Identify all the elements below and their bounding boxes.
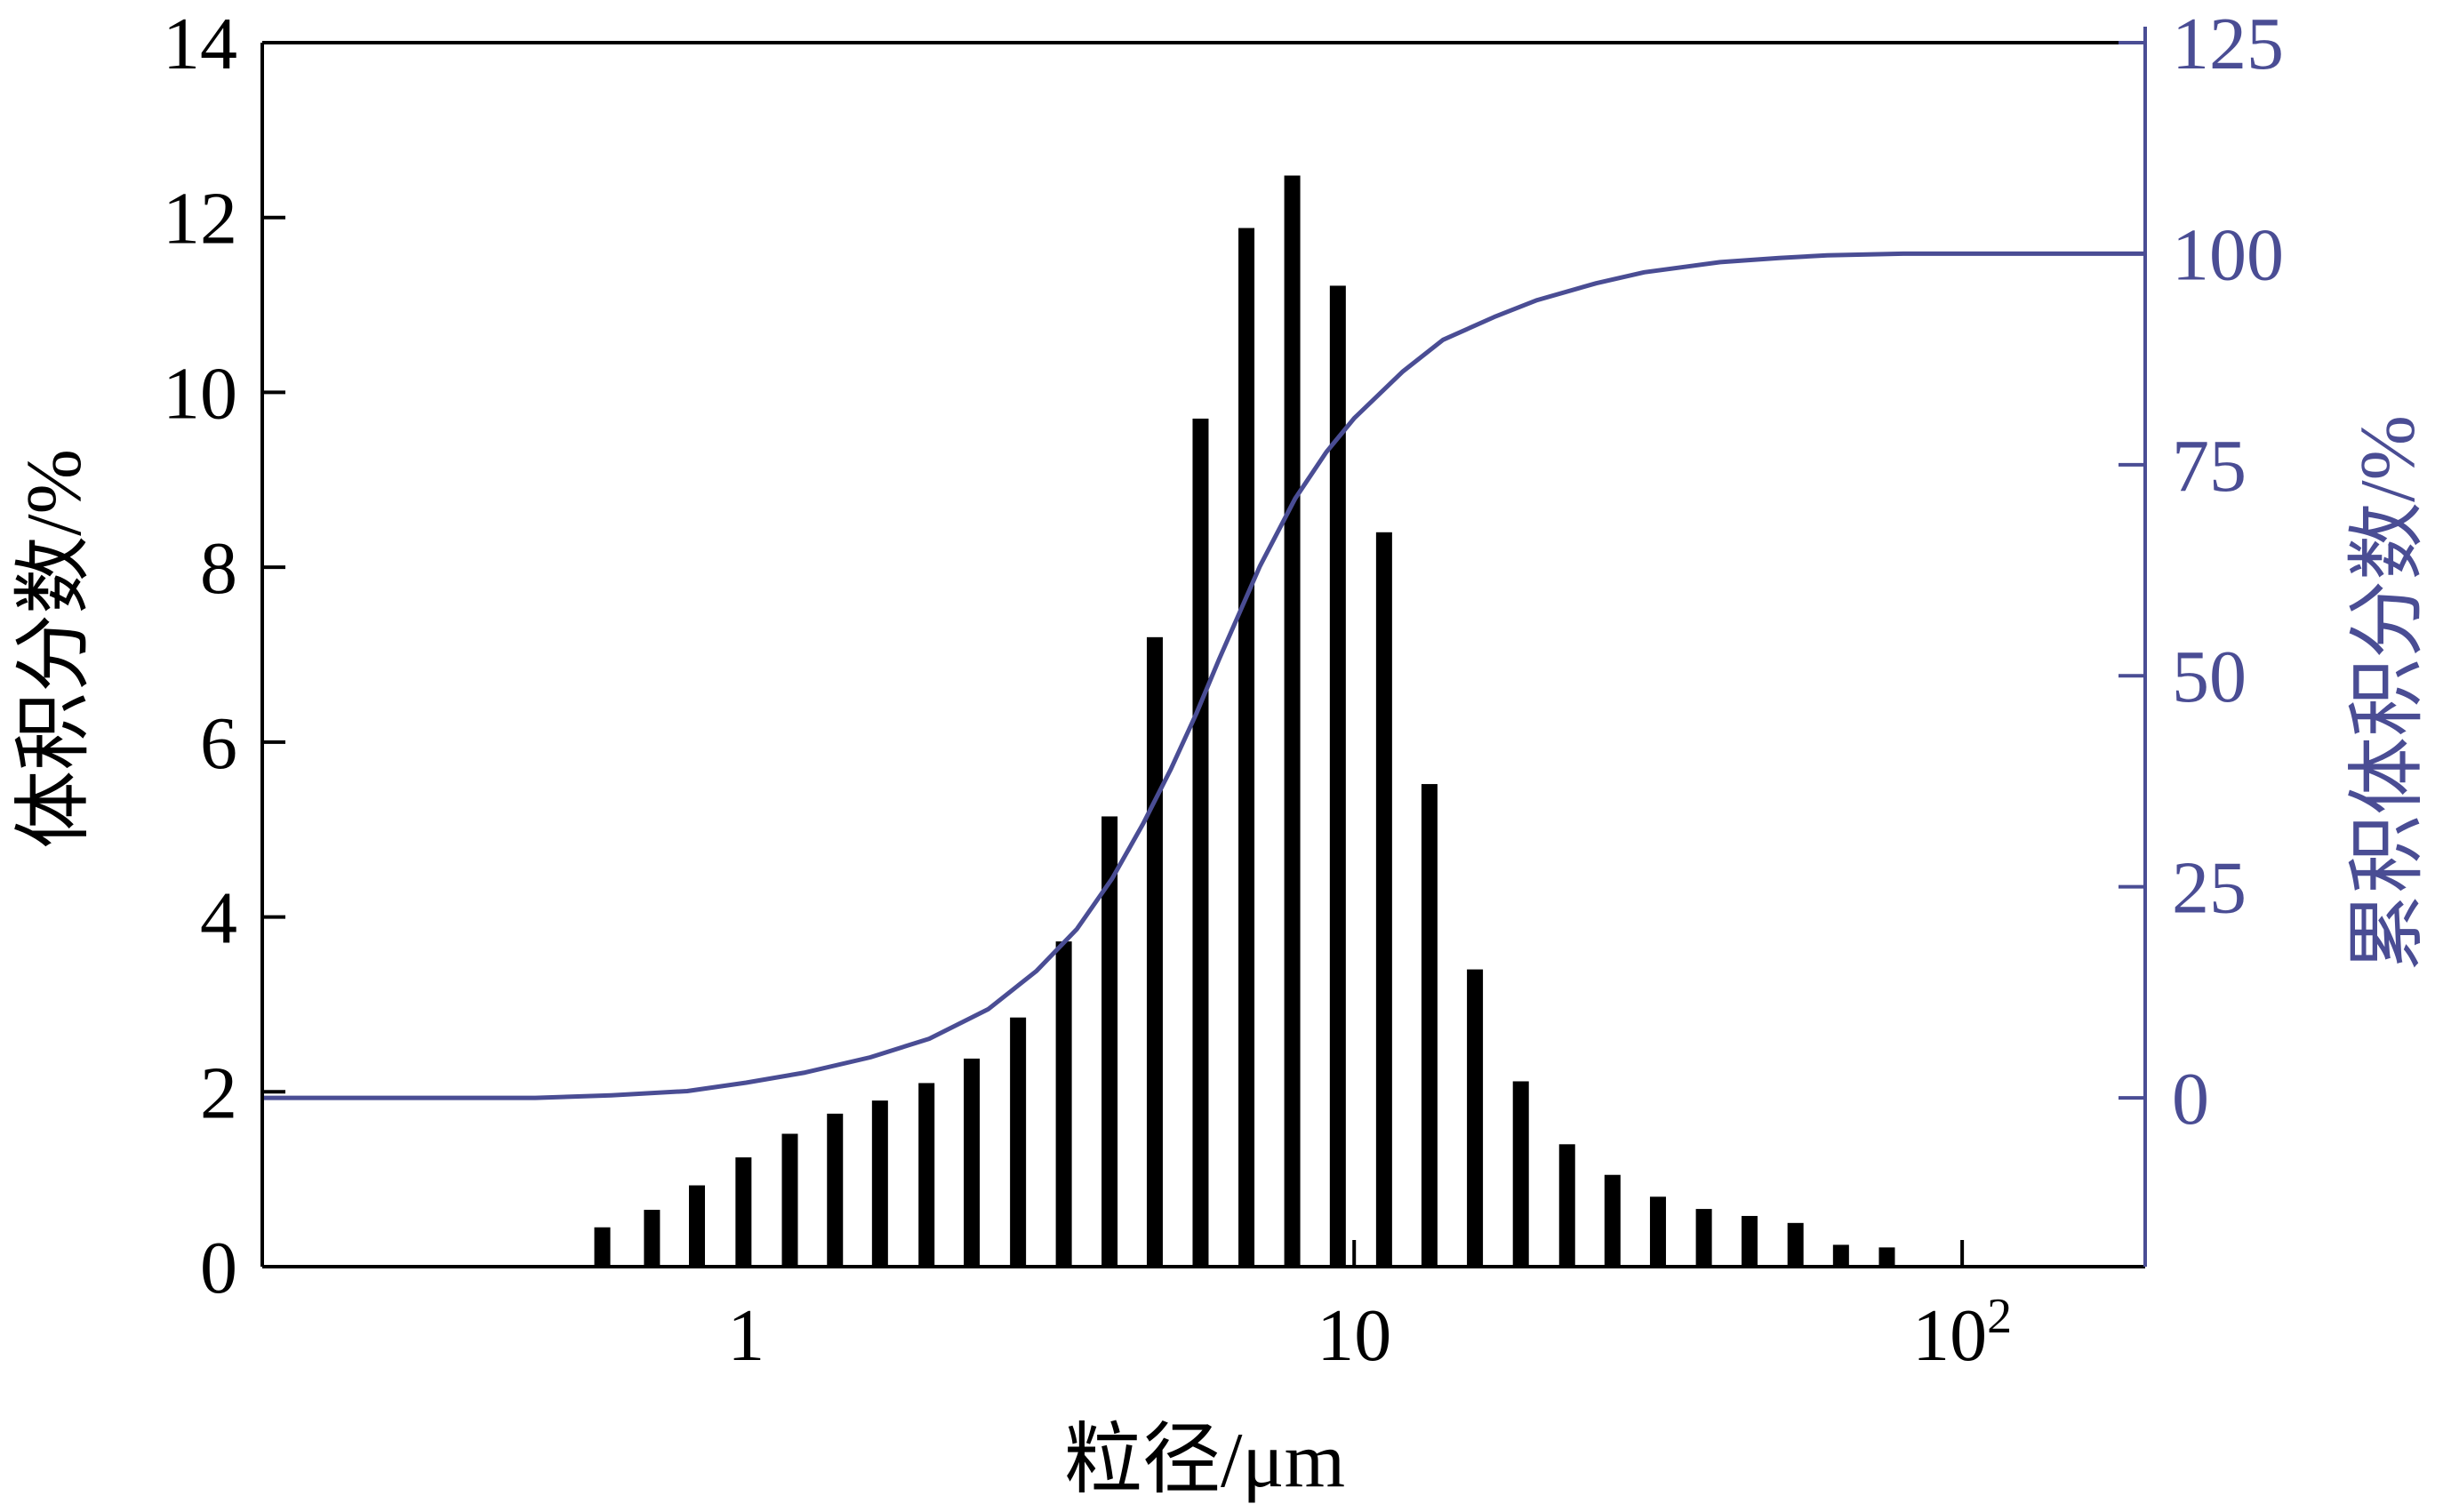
- bar: [1558, 1144, 1575, 1267]
- x-tick-label: 102: [1912, 1289, 2012, 1377]
- bar: [688, 1185, 705, 1267]
- bar: [1878, 1247, 1895, 1267]
- y2-tick-label: 25: [2172, 847, 2247, 930]
- bar: [644, 1210, 661, 1267]
- bar: [1192, 418, 1209, 1268]
- bar: [1146, 636, 1163, 1267]
- bar: [594, 1227, 611, 1267]
- y2-tick-label: 125: [2172, 3, 2284, 85]
- bar: [1375, 532, 1392, 1267]
- bar: [918, 1083, 935, 1267]
- y-tick-label: 4: [200, 877, 237, 960]
- bar: [1512, 1081, 1529, 1267]
- cumulative-line: [262, 251, 2145, 1100]
- bar: [1421, 784, 1438, 1267]
- labels-layer: 粒径/μm 体积分数/% 累积体积分数/%: [12, 415, 2431, 1504]
- y2-axis-title: 累积体积分数/%: [2345, 415, 2431, 972]
- y2-tick-label: 0: [2172, 1058, 2209, 1140]
- bar: [1101, 816, 1118, 1267]
- bar: [1741, 1215, 1758, 1267]
- y2-tick-label: 75: [2172, 425, 2247, 508]
- bars-layer: [594, 175, 1895, 1268]
- cumulative-line-layer: [262, 251, 2145, 1100]
- y2-tick-label: 50: [2172, 636, 2247, 718]
- y-tick-label: 0: [200, 1227, 237, 1309]
- bar: [1787, 1222, 1804, 1267]
- y-tick-label: 10: [163, 352, 237, 435]
- bar: [1010, 1017, 1027, 1267]
- y-axis-title: 体积分数/%: [12, 449, 98, 849]
- bar: [1238, 228, 1255, 1268]
- bar: [1649, 1196, 1666, 1267]
- bar: [871, 1100, 888, 1267]
- y2-tick-label: 100: [2172, 213, 2284, 296]
- y-tick-label: 12: [163, 178, 237, 260]
- bar: [827, 1113, 844, 1267]
- ticks-layer: 0 2 4 6 8 10 12 14 0 25 50 75 100 125 1 10 102: [163, 3, 2284, 1377]
- bar: [735, 1157, 752, 1267]
- bar: [1695, 1209, 1712, 1267]
- bar: [1467, 969, 1484, 1267]
- y-tick-label: 8: [200, 527, 237, 610]
- x-tick-label-exponent: 2: [1987, 1289, 2012, 1344]
- x-tick-label: 10: [1317, 1294, 1391, 1377]
- bar: [964, 1058, 981, 1267]
- y-tick-label: 14: [163, 3, 237, 85]
- bar: [1284, 175, 1301, 1268]
- y-tick-label: 2: [200, 1052, 237, 1134]
- x-tick-label: 1: [727, 1294, 765, 1377]
- bar: [1832, 1244, 1849, 1267]
- bar: [1055, 941, 1072, 1267]
- bar: [1604, 1174, 1621, 1267]
- y-tick-label: 6: [200, 702, 237, 785]
- bar: [781, 1133, 798, 1267]
- axes-layer: [260, 27, 2147, 1268]
- bar: [1329, 285, 1346, 1267]
- x-axis-title: 粒径/μm: [1064, 1418, 1345, 1504]
